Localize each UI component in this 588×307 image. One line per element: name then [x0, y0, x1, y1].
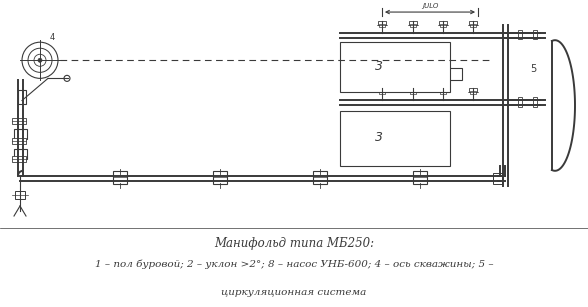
Bar: [15, 191, 25, 199]
Bar: [14, 129, 27, 139]
Bar: [533, 30, 537, 39]
Bar: [18, 91, 26, 104]
Bar: [470, 24, 476, 27]
Text: 3: 3: [375, 60, 383, 73]
Bar: [113, 171, 127, 184]
Text: 3: 3: [375, 131, 383, 144]
Bar: [379, 24, 385, 27]
Text: 5: 5: [530, 64, 536, 74]
Bar: [470, 91, 476, 95]
Bar: [378, 88, 386, 92]
Bar: [12, 138, 26, 144]
Bar: [439, 21, 447, 25]
Bar: [379, 91, 385, 95]
Bar: [14, 149, 27, 159]
Text: циркуляционная система: циркуляционная система: [221, 288, 367, 297]
Bar: [12, 118, 26, 124]
Bar: [440, 24, 446, 27]
Bar: [340, 111, 450, 166]
Bar: [440, 91, 446, 95]
Bar: [410, 24, 416, 27]
Bar: [340, 42, 450, 92]
Bar: [493, 173, 502, 184]
Circle shape: [28, 48, 52, 72]
Text: Манифольд типа МБ250:: Манифольд типа МБ250:: [214, 236, 374, 250]
Text: JULO: JULO: [422, 3, 438, 9]
Text: 4: 4: [50, 33, 55, 42]
Bar: [409, 88, 417, 92]
Bar: [409, 21, 417, 25]
Bar: [12, 156, 26, 162]
Circle shape: [22, 42, 58, 78]
Circle shape: [64, 75, 70, 81]
Text: 1 – пол буровой; 2 – уклон >2°; 8 – насос УНБ-600; 4 – ось скважины; 5 –: 1 – пол буровой; 2 – уклон >2°; 8 – насо…: [95, 260, 493, 269]
Bar: [439, 88, 447, 92]
Bar: [518, 97, 522, 107]
Circle shape: [38, 58, 42, 62]
Bar: [413, 171, 427, 184]
Bar: [518, 30, 522, 39]
Bar: [469, 21, 477, 25]
Bar: [448, 68, 462, 80]
Circle shape: [34, 54, 46, 66]
Bar: [469, 88, 477, 92]
Bar: [213, 171, 227, 184]
Bar: [313, 171, 327, 184]
Bar: [378, 21, 386, 25]
Bar: [533, 97, 537, 107]
Bar: [410, 91, 416, 95]
